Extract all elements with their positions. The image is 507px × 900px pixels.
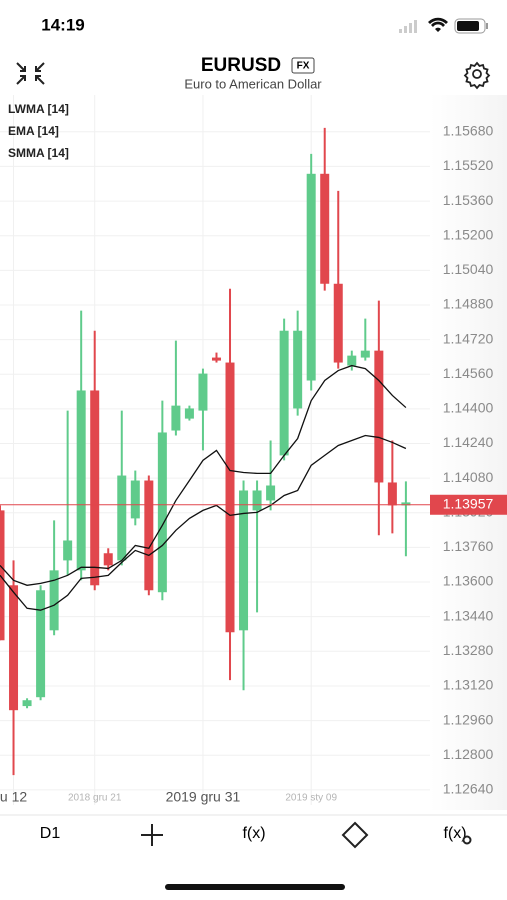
candle-body [198,373,208,411]
candle-body [266,485,276,501]
candle-body [76,390,86,571]
indicator-line [0,364,407,586]
x-tick-label: 2018 gru 21 [68,793,122,804]
badge: FX [297,61,310,72]
y-tick-label: 1.15520 [443,157,494,173]
x-tick-label: 2019 sty 09 [285,793,337,804]
y-tick-label: 1.14720 [443,330,494,346]
candle-body [0,510,5,641]
legend-entry: LWMA [14] [8,102,69,116]
candle-body [103,553,113,566]
home-indicator [165,884,345,890]
candle-body [157,432,167,593]
last-price-label: 1.13957 [443,495,494,511]
function-settings-button[interactable]: f(x) [443,825,466,842]
candle-body [130,480,140,519]
timeframe-button[interactable]: D1 [40,825,61,842]
candle-body [252,490,262,511]
collapse-button[interactable] [16,62,45,85]
last-price-box [430,494,507,515]
settings-button[interactable] [463,61,491,90]
gear-mini [462,835,472,845]
x-tick-label: u 12 [0,789,27,805]
candle-body [9,585,19,711]
candle-body [239,490,249,631]
candle-body [117,475,127,561]
candle-body [374,350,384,483]
x-tick-label: 2019 gru 31 [166,789,241,805]
y-tick-label: 1.14560 [443,365,494,381]
legend-entry: SMMA [14] [8,146,69,160]
candle-body [36,590,46,698]
candle-body [401,502,411,506]
candle-body [225,362,235,633]
y-tick-label: 1.13120 [443,677,494,693]
y-tick-label: 1.14880 [443,296,494,312]
plot: 1.15680 1.15520 1.15360 1.15200 1.15040 1.148… [0,95,507,805]
add-button[interactable] [141,824,163,846]
axis-background [430,95,507,810]
candle-body [171,405,181,431]
y-tick-label: 1.15360 [443,192,494,208]
function-button[interactable]: f(x) [242,825,265,842]
y-tick-label: 1.15040 [443,261,494,277]
y-tick-label: 1.14400 [443,400,494,416]
candle-body [63,540,73,561]
y-tick-label: 1.13280 [443,642,494,658]
status-icons [399,17,488,34]
y-tick-label: 1.15680 [443,123,494,139]
candle-body [333,283,343,363]
candle-body [360,350,370,358]
y-tick-label: 1.13440 [443,607,494,623]
badge-box [291,57,315,74]
clock: 14:19 [41,15,84,34]
candle-body [347,355,357,366]
y-tick-label: 1.12640 [443,781,494,797]
legend-entry: EMA [14] [8,124,59,138]
candle-body [184,408,194,419]
candle-body [90,390,100,586]
y-tick-label: 1.15200 [443,226,494,242]
candle-body [22,700,32,707]
candle-body [293,330,303,409]
candle-body [211,357,221,361]
y-tick-label: 1.14240 [443,434,494,450]
candle-body [279,330,289,456]
y-tick-label: 1.12800 [443,746,494,762]
candle-body [144,480,154,591]
y-tick-label: 1.13600 [443,573,494,589]
y-tick-label: 1.13760 [443,538,494,554]
candle-body [387,482,397,506]
drawing-button[interactable] [341,821,369,849]
candle-body [320,173,330,284]
symbol-title: EURUSD [201,55,281,76]
y-tick-label: 1.14080 [443,469,494,485]
y-tick-label: 1.12960 [443,711,494,727]
indicator-line [0,434,407,611]
subtitle: Euro to American Dollar [184,76,322,91]
candle-body [306,173,316,381]
candle-body [49,570,59,631]
